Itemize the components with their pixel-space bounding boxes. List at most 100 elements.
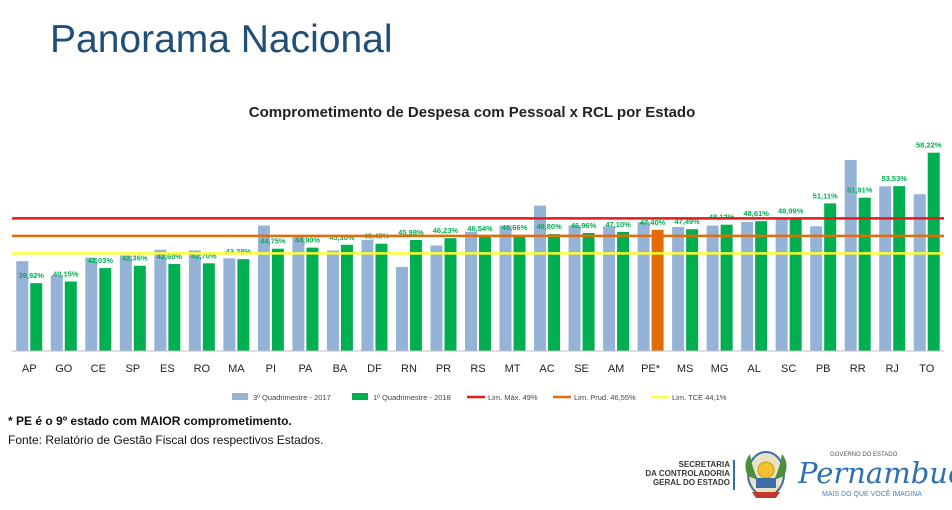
bar-2017-PI xyxy=(257,225,270,351)
x-tick-AM: AM xyxy=(608,363,625,375)
bar-2018-RR xyxy=(858,197,871,351)
bar-2018-CE xyxy=(99,268,112,351)
logo-divider xyxy=(733,460,735,490)
bar-2017-AL xyxy=(741,221,754,351)
state-tagline: MAIS DO QUE VOCÊ IMAGINA xyxy=(822,491,922,498)
secretaria-logo-text: SECRETARIA DA CONTROLADORIA GERAL DO EST… xyxy=(630,460,730,487)
bar-2017-TO xyxy=(913,194,926,351)
x-tick-TO: TO xyxy=(919,363,935,375)
legend-label-4: Lim. TCE 44,1% xyxy=(672,393,727,402)
x-tick-RJ: RJ xyxy=(885,363,898,375)
x-tick-MS: MS xyxy=(677,363,694,375)
bar-2017-AC xyxy=(534,205,547,351)
bar-2018-MG xyxy=(720,224,733,351)
data-label-TO: 58,22% xyxy=(916,141,942,150)
x-tick-CE: CE xyxy=(91,363,106,375)
bar-2017-SE xyxy=(568,225,581,351)
bar-2018-MT xyxy=(513,235,526,351)
x-tick-DF: DF xyxy=(367,363,382,375)
bar-2018-MS xyxy=(686,229,699,351)
chart-title: Comprometimento de Despesa com Pessoal x… xyxy=(248,104,696,121)
data-label-BA: 45,30% xyxy=(329,233,355,242)
x-tick-PR: PR xyxy=(436,363,451,375)
x-tick-PE: PE* xyxy=(641,363,661,375)
bar-2017-RO xyxy=(188,250,201,351)
x-tick-SP: SP xyxy=(125,363,140,375)
data-label-MS: 47,49% xyxy=(674,217,700,226)
data-label-SC: 48,99% xyxy=(778,206,804,215)
bar-2017-RS xyxy=(465,231,477,351)
x-tick-GO: GO xyxy=(55,363,73,375)
x-tick-BA: BA xyxy=(333,363,348,375)
bar-2018-RJ xyxy=(893,186,906,351)
bar-2017-DF xyxy=(361,239,374,351)
bar-2018-AP xyxy=(30,283,43,351)
bar-2017-CE xyxy=(85,257,98,351)
bar-2017-RR xyxy=(844,159,857,351)
x-tick-RO: RO xyxy=(194,363,211,375)
x-tick-AP: AP xyxy=(22,363,37,375)
bar-2018-SE xyxy=(582,232,595,351)
data-label-PI: 44,75% xyxy=(260,237,286,246)
bar-2018-RO xyxy=(202,263,215,351)
bar-2018-AM xyxy=(617,231,630,351)
legend-swatch-0 xyxy=(232,393,248,400)
page-title: Panorama Nacional xyxy=(50,18,393,61)
bar-2017-PA xyxy=(292,236,305,351)
bar-2018-PB xyxy=(824,203,837,351)
legend-label-3: Lim. Prud. 46,55% xyxy=(574,393,636,402)
legend-label-0: 3º Quadrimestre - 2017 xyxy=(253,393,331,402)
bar-2017-RJ xyxy=(879,186,892,351)
legend-label-2: Lim. Máx. 49% xyxy=(488,393,538,402)
footnote-source: Fonte: Relatório de Gestão Fiscal dos re… xyxy=(8,433,324,447)
x-tick-PB: PB xyxy=(816,363,831,375)
bar-2017-MT xyxy=(499,225,512,351)
data-label-PE: 47,40% xyxy=(640,218,666,227)
data-label-SP: 42,36% xyxy=(122,254,148,263)
bar-2017-PB xyxy=(810,226,823,351)
x-tick-AC: AC xyxy=(539,363,554,375)
x-tick-RN: RN xyxy=(401,363,417,375)
x-tick-RS: RS xyxy=(470,363,485,375)
bar-2017-MA xyxy=(223,258,236,351)
bar-2018-SC xyxy=(789,218,802,351)
bar-2018-RS xyxy=(479,235,491,351)
bar-2017-SC xyxy=(775,217,788,351)
x-tick-MG: MG xyxy=(711,363,729,375)
data-label-RS: 46,54% xyxy=(467,224,493,233)
data-label-RR: 51,91% xyxy=(847,186,873,195)
bar-chart: 39,92% AP 40,15% GO 42,03% CE 42,36% SP 42,60% ES… xyxy=(12,141,944,402)
bar-2018-SP xyxy=(133,265,146,351)
bar-2017-GO xyxy=(50,275,63,351)
x-tick-RR: RR xyxy=(850,363,866,375)
bar-2017-SP xyxy=(119,255,132,351)
data-label-AM: 47,10% xyxy=(605,220,631,229)
x-tick-SE: SE xyxy=(574,363,589,375)
bar-2018-PA xyxy=(306,247,319,351)
bar-2017-RN xyxy=(395,266,408,351)
x-tick-PA: PA xyxy=(298,363,313,375)
secretaria-line: DA CONTROLADORIA xyxy=(645,469,730,478)
x-tick-ES: ES xyxy=(160,363,175,375)
state-name-logo: Pernambuco xyxy=(798,456,952,490)
data-label-CE: 42,03% xyxy=(88,256,114,265)
pernambuco-seal-icon xyxy=(745,451,787,498)
bar-2018-MA xyxy=(237,259,250,351)
bar-2018-DF xyxy=(375,243,388,351)
bar-2018-RN xyxy=(409,239,422,351)
x-tick-PI: PI xyxy=(266,363,276,375)
bar-2018-AC xyxy=(548,234,561,351)
governo-label: GOVERNO DO ESTADO xyxy=(830,452,898,458)
bar-2017-MG xyxy=(706,225,719,351)
data-label-PR: 46,23% xyxy=(433,226,459,235)
x-tick-MA: MA xyxy=(228,363,245,375)
x-tick-SC: SC xyxy=(781,363,796,375)
bar-2017-ES xyxy=(154,249,167,351)
data-label-AC: 46,80% xyxy=(536,222,562,231)
data-label-RN: 45,98% xyxy=(398,228,424,237)
data-label-MT: 46,66% xyxy=(502,223,528,232)
bar-2017-AP xyxy=(16,261,29,351)
bar-2017-PE xyxy=(637,221,650,351)
bar-2018-PI xyxy=(271,248,284,351)
data-label-PB: 51,11% xyxy=(813,191,838,200)
